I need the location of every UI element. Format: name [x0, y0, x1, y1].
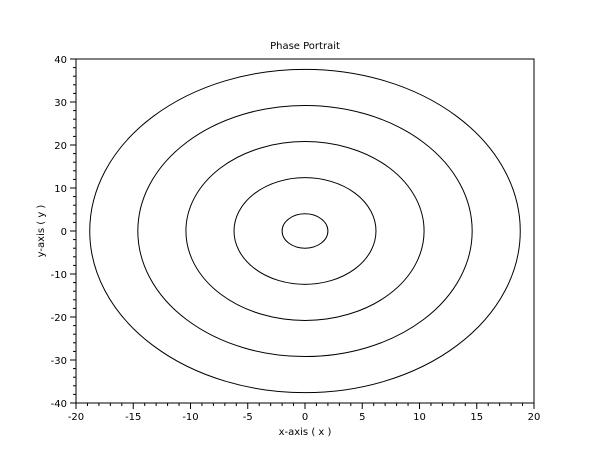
orbit-2: [233, 177, 377, 285]
x-tick-label: -15: [125, 412, 141, 423]
chart-title: Phase Portrait: [270, 41, 340, 52]
x-axis-label: x-axis ( x ): [279, 427, 332, 438]
y-axis-ticks: [70, 58, 76, 404]
x-tick-label: -20: [68, 412, 84, 423]
orbit-1: [281, 213, 329, 249]
y-tick-label: -10: [51, 270, 67, 281]
plot-frame: [75, 58, 535, 404]
x-tick-label: 5: [359, 412, 365, 423]
y-tick-label: 0: [61, 227, 67, 238]
x-axis-ticks: [75, 403, 535, 409]
y-axis-tick-labels: -40 -30 -20 -10 0 10 20 30 40: [51, 55, 67, 410]
x-tick-label: 0: [302, 412, 308, 423]
x-tick-label: 10: [413, 412, 426, 423]
orbit-4: [137, 104, 473, 358]
x-tick-label: -10: [182, 412, 198, 423]
y-tick-label: -20: [51, 313, 67, 324]
y-tick-label: 20: [54, 141, 67, 152]
x-tick-label: -5: [243, 412, 253, 423]
y-axis-label: y-axis ( y ): [36, 205, 47, 258]
orbit-5: [89, 68, 521, 394]
y-tick-label: 10: [54, 184, 67, 195]
phase-orbits: [89, 68, 521, 394]
x-axis-tick-labels: -20 -15 -10 -5 0 5 10 15 20: [68, 412, 541, 423]
orbit-3: [185, 141, 425, 321]
y-tick-label: 40: [54, 55, 67, 66]
x-tick-label: 15: [470, 412, 483, 423]
y-tick-label: -30: [51, 356, 67, 367]
x-tick-label: 20: [528, 412, 541, 423]
y-tick-label: -40: [51, 399, 67, 410]
y-tick-label: 30: [54, 98, 67, 109]
